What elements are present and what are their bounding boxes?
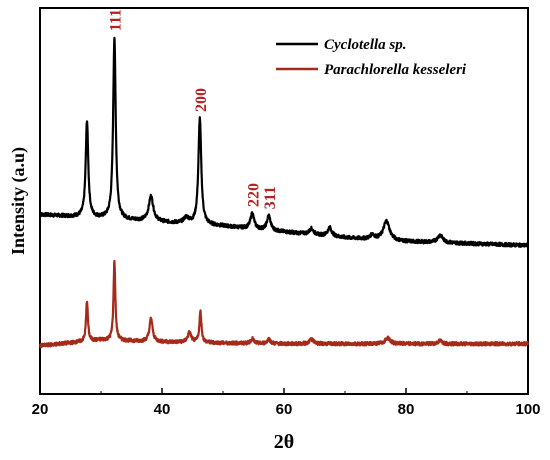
legend-label-parachlorella: Parachlorella kesseleri [324,62,467,78]
legend: Cyclotella sp. Parachlorella kesseleri [276,37,467,78]
peak-label-311: 311 [262,186,279,209]
peak-label-200: 200 [193,88,210,112]
peak-label-111: 111 [107,9,124,31]
x-axis-title: 2θ [274,431,294,453]
y-axis-title: Intensity (a.u) [8,147,29,255]
series-line-1 [38,259,529,349]
peak-label-220: 220 [245,183,262,207]
legend-label-cyclotella: Cyclotella sp. [324,37,407,53]
x-tick-label-80: 80 [398,401,415,418]
x-axis-ticks: 20 40 60 80 100 [32,388,541,418]
x-tick-label-60: 60 [276,401,293,418]
x-tick-label-40: 40 [154,401,171,418]
x-tick-label-20: 20 [32,401,49,418]
series-line-0 [39,36,530,248]
peak-annotations: 111 200 220 311 [107,9,278,209]
series-lines [38,36,530,349]
x-tick-label-100: 100 [515,401,540,418]
